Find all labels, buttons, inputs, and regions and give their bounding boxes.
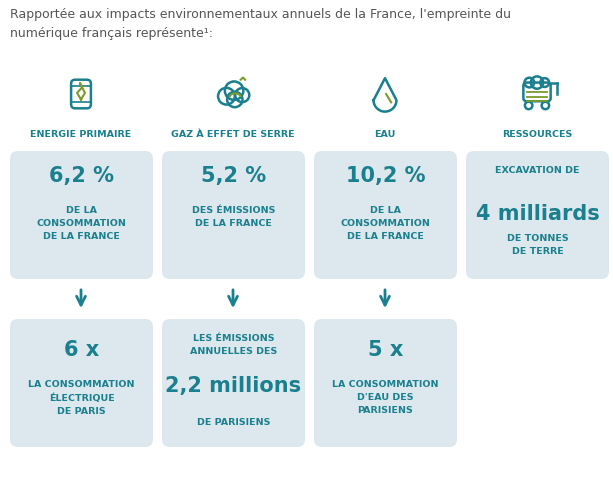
Text: 10,2 %: 10,2 % [346,165,425,185]
Text: 2,2 millions: 2,2 millions [166,375,302,395]
Text: DES ÉMISSIONS
DE LA FRANCE: DES ÉMISSIONS DE LA FRANCE [192,205,275,228]
Text: DE LA
CONSOMMATION
DE LA FRANCE: DE LA CONSOMMATION DE LA FRANCE [37,205,126,241]
Text: 6 x: 6 x [64,339,99,359]
Text: DE PARISIENS: DE PARISIENS [197,417,270,426]
FancyBboxPatch shape [162,319,305,447]
FancyBboxPatch shape [162,152,305,280]
Text: DE LA
CONSOMMATION
DE LA FRANCE: DE LA CONSOMMATION DE LA FRANCE [341,205,430,241]
FancyBboxPatch shape [314,152,457,280]
Text: RESSOURCES: RESSOURCES [502,130,572,139]
FancyBboxPatch shape [10,152,153,280]
Text: EXCAVATION DE: EXCAVATION DE [495,165,580,175]
FancyBboxPatch shape [10,319,153,447]
Text: GAZ À EFFET DE SERRE: GAZ À EFFET DE SERRE [171,130,295,139]
Text: 5 x: 5 x [368,339,403,359]
Text: EAU: EAU [375,130,395,139]
Text: LA CONSOMMATION
ÉLECTRIQUE
DE PARIS: LA CONSOMMATION ÉLECTRIQUE DE PARIS [28,379,135,415]
Text: 4 milliards: 4 milliards [476,203,600,224]
FancyBboxPatch shape [466,152,609,280]
Text: 5,2 %: 5,2 % [201,165,266,185]
Text: LES ÉMISSIONS
ANNUELLES DES: LES ÉMISSIONS ANNUELLES DES [190,333,277,355]
Text: LA CONSOMMATION
D'EAU DES
PARISIENS: LA CONSOMMATION D'EAU DES PARISIENS [332,379,439,414]
Text: DE TONNES
DE TERRE: DE TONNES DE TERRE [507,234,568,256]
Text: Rapportée aux impacts environnementaux annuels de la France, l'empreinte du
numé: Rapportée aux impacts environnementaux a… [10,8,511,40]
Text: 6,2 %: 6,2 % [49,165,114,185]
Text: ENERGIE PRIMAIRE: ENERGIE PRIMAIRE [31,130,132,139]
FancyBboxPatch shape [314,319,457,447]
